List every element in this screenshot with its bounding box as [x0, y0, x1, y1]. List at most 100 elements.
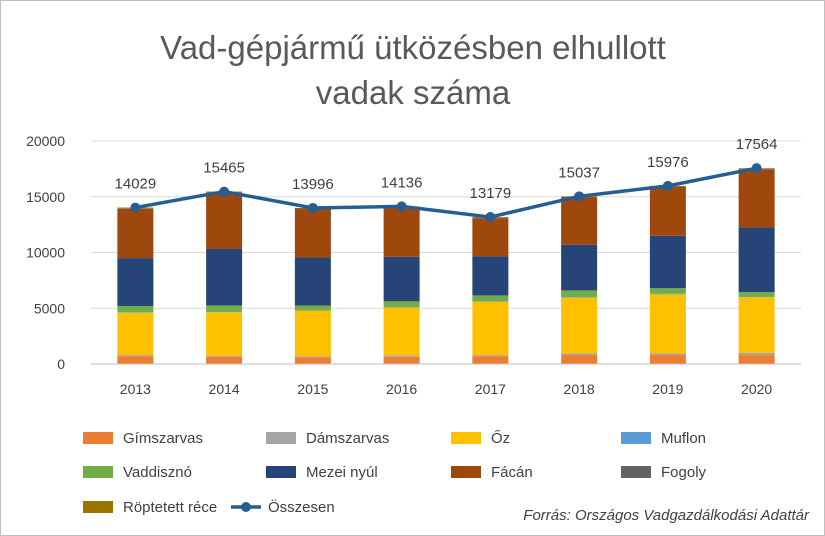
bar-segment-2019-5	[649, 235, 686, 289]
gridlines	[91, 140, 801, 365]
bar-segment-2016-0	[383, 356, 420, 364]
bar-segment-2016-1	[383, 355, 420, 357]
legend-swatch-5	[266, 466, 296, 478]
bar-segment-2017-0	[472, 356, 509, 364]
x-tick-label: 2018	[564, 381, 595, 397]
bar-segment-2013-6	[117, 208, 154, 259]
x-tick-label: 2013	[120, 381, 151, 397]
y-tick-label: 15000	[26, 189, 65, 205]
bar-segment-2018-4	[561, 290, 598, 298]
bars	[117, 168, 775, 364]
bar-segment-2019-1	[649, 353, 686, 356]
legend-label: Mezei nyúl	[306, 464, 378, 481]
legend-swatch-7	[621, 466, 651, 478]
bar-segment-2019-0	[649, 355, 686, 364]
bar-segment-2014-2	[206, 312, 243, 356]
x-axis: 2013 2014 2015 2016 2017 2018 2019 2020	[91, 363, 801, 397]
legend-label: Röptetett réce	[123, 499, 217, 516]
legend-label: Vaddisznó	[123, 464, 192, 481]
x-tick-label: 2019	[652, 381, 683, 397]
bar-segment-2017-5	[472, 256, 509, 296]
y-tick-label: 0	[57, 356, 65, 372]
bar-segment-2018-0	[561, 355, 598, 364]
bar-segment-2016-6	[383, 207, 420, 257]
bar-segment-2017-2	[472, 301, 509, 356]
bar-segment-2015-3	[294, 309, 331, 311]
legend-swatch-8	[83, 501, 113, 513]
bar-segment-2013-5	[117, 258, 154, 307]
total-data-label: 15037	[558, 164, 600, 181]
bar-segment-2014-1	[206, 355, 243, 357]
total-data-label: 15465	[203, 160, 245, 177]
x-tick-label: 2015	[297, 381, 328, 397]
y-tick-label: 5000	[34, 300, 65, 316]
total-point-2013	[130, 202, 141, 213]
legend-swatch-3	[621, 432, 651, 444]
total-line: 14029 15465 13996 14136 13179 15037 15976 17564	[115, 136, 778, 223]
x-tick-label: 2020	[741, 381, 772, 397]
bar-segment-2020-4	[738, 292, 775, 297]
source-note: Forrás: Országos Vadgazdálkodási Adattár	[523, 507, 810, 524]
bar-segment-2017-4	[472, 295, 509, 302]
bar-segment-2016-2	[383, 307, 420, 356]
legend-label: Muflon	[661, 430, 706, 447]
total-point-2018	[574, 191, 585, 202]
x-tick-label: 2014	[209, 381, 240, 397]
bar-segment-2014-4	[206, 305, 243, 312]
bar-segment-2015-5	[294, 257, 331, 306]
bar-segment-2020-6	[738, 169, 775, 228]
legend-label: Fogoly	[661, 464, 707, 481]
bar-segment-2017-3	[472, 301, 509, 302]
total-data-label: 14136	[381, 174, 423, 191]
chart-title-line-2: vadak száma	[316, 74, 511, 111]
bar-segment-2013-0	[117, 356, 154, 364]
bar-segment-2018-1	[561, 353, 598, 356]
total-data-label: 14029	[115, 176, 157, 193]
legend-swatch-2	[451, 432, 481, 444]
legend-swatch-1	[266, 432, 296, 444]
y-axis: 0 5000 10000 15000 20000	[26, 133, 65, 372]
bar-segment-2018-3	[561, 297, 598, 298]
bar-segment-2017-1	[472, 355, 509, 357]
legend: Gímszarvas Dámszarvas Őz Muflon Vaddisznó Mez…	[83, 430, 707, 516]
legend-label: Fácán	[491, 464, 533, 481]
total-point-2017	[485, 212, 496, 223]
total-data-label: 13996	[292, 176, 334, 193]
chart-title-line-1: Vad-gépjármű ütközésben elhullott	[160, 29, 666, 66]
bar-segment-2015-1	[294, 356, 331, 358]
bar-segment-2015-4	[294, 305, 331, 310]
total-series-line	[135, 166, 757, 219]
bar-segment-2015-2	[294, 310, 331, 357]
legend-swatch-4	[83, 466, 113, 478]
legend-label: Dámszarvas	[306, 430, 389, 447]
legend-label: Gímszarvas	[123, 430, 203, 447]
bar-segment-2020-0	[738, 355, 775, 364]
bar-segment-2014-5	[206, 248, 243, 306]
bar-segment-2018-2	[561, 297, 598, 354]
bar-segment-2015-0	[294, 357, 331, 364]
x-tick-label: 2016	[386, 381, 417, 397]
bar-segment-2020-2	[738, 297, 775, 353]
bar-segment-2013-1	[117, 355, 154, 357]
total-point-2014	[219, 186, 230, 197]
bar-segment-2013-4	[117, 306, 154, 313]
total-point-2015	[307, 202, 318, 213]
bar-segment-2013-3	[117, 312, 154, 313]
bar-segment-2016-3	[383, 306, 420, 308]
total-point-2016	[396, 201, 407, 212]
bar-segment-2018-6	[561, 197, 598, 245]
bar-segment-2019-6	[649, 186, 686, 236]
total-data-label: 17564	[736, 136, 778, 153]
y-tick-label: 20000	[26, 133, 65, 149]
total-data-label: 15976	[647, 154, 689, 171]
legend-label: Őz	[491, 430, 510, 447]
legend-total-marker	[241, 502, 251, 512]
bar-segment-2014-6	[206, 192, 243, 249]
bar-segment-2017-6	[472, 218, 509, 257]
bar-segment-2016-4	[383, 301, 420, 307]
bar-segment-2019-3	[649, 293, 686, 295]
bar-segment-2013-2	[117, 312, 154, 356]
legend-label: Összesen	[268, 498, 335, 516]
bar-segment-2020-1	[738, 352, 775, 356]
